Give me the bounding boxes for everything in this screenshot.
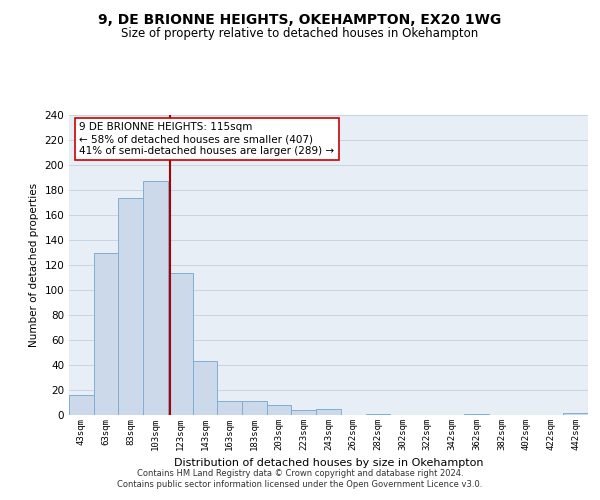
Bar xyxy=(365,414,390,415)
Text: Size of property relative to detached houses in Okehampton: Size of property relative to detached ho… xyxy=(121,28,479,40)
Bar xyxy=(217,401,242,415)
Bar xyxy=(94,252,118,415)
Bar xyxy=(168,272,193,415)
Bar xyxy=(464,414,489,415)
Text: Contains public sector information licensed under the Open Government Licence v3: Contains public sector information licen… xyxy=(118,480,482,489)
Y-axis label: Number of detached properties: Number of detached properties xyxy=(29,183,39,347)
Bar xyxy=(143,181,168,415)
Bar xyxy=(316,409,341,415)
Bar xyxy=(193,361,217,415)
X-axis label: Distribution of detached houses by size in Okehampton: Distribution of detached houses by size … xyxy=(174,458,483,468)
Bar xyxy=(292,410,316,415)
Text: 9 DE BRIONNE HEIGHTS: 115sqm
← 58% of detached houses are smaller (407)
41% of s: 9 DE BRIONNE HEIGHTS: 115sqm ← 58% of de… xyxy=(79,122,335,156)
Text: 9, DE BRIONNE HEIGHTS, OKEHAMPTON, EX20 1WG: 9, DE BRIONNE HEIGHTS, OKEHAMPTON, EX20 … xyxy=(98,12,502,26)
Bar xyxy=(118,198,143,415)
Bar xyxy=(267,405,292,415)
Text: Contains HM Land Registry data © Crown copyright and database right 2024.: Contains HM Land Registry data © Crown c… xyxy=(137,468,463,477)
Bar xyxy=(563,412,588,415)
Bar xyxy=(69,395,94,415)
Bar xyxy=(242,401,267,415)
